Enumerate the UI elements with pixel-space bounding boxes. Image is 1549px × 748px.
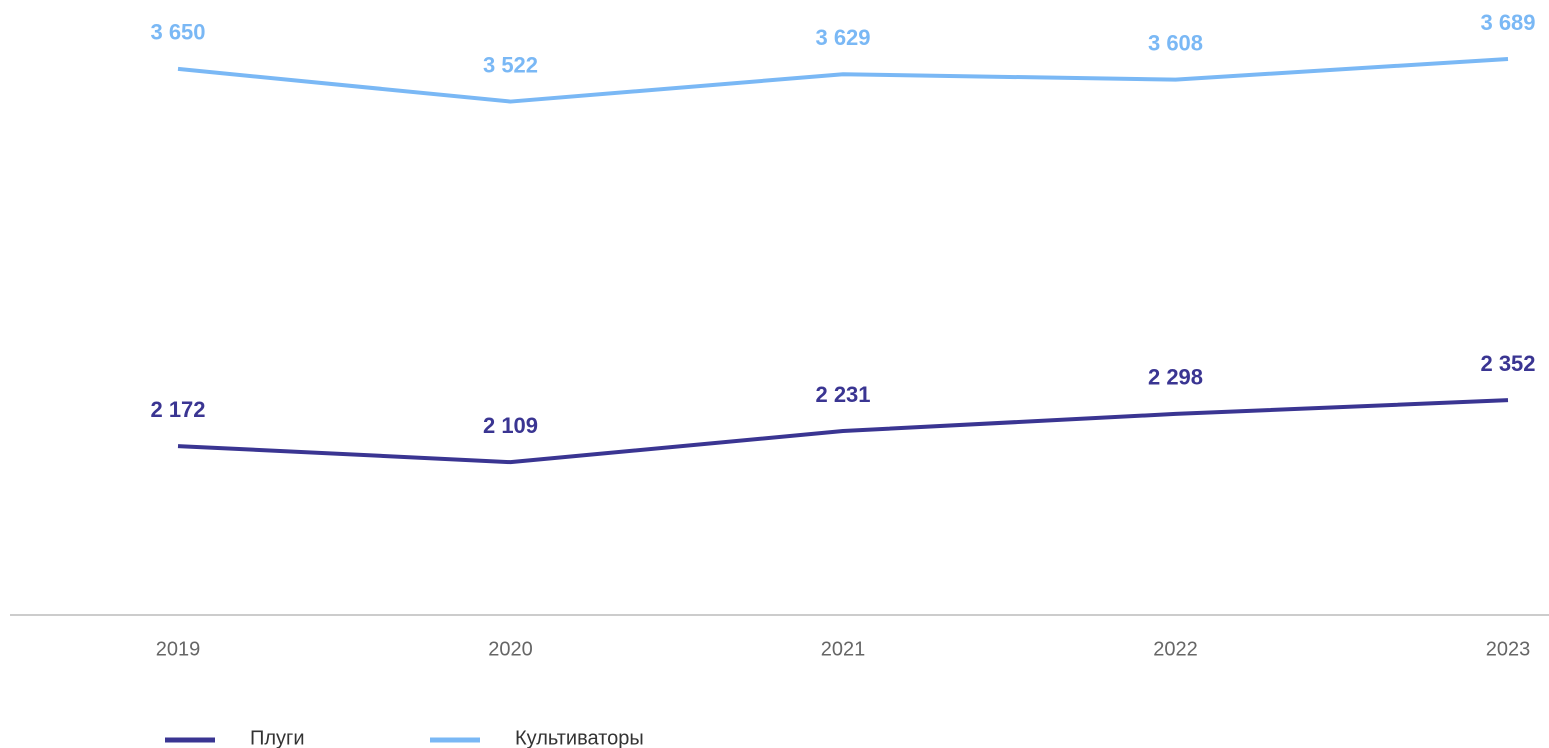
- value-label: 3 629: [815, 25, 870, 50]
- value-label: 2 352: [1480, 351, 1535, 376]
- x-tick-label: 2023: [1486, 638, 1531, 660]
- value-label: 2 231: [815, 382, 870, 407]
- value-label: 2 109: [483, 413, 538, 438]
- value-label: 3 608: [1148, 30, 1203, 55]
- legend-label: Плуги: [250, 727, 305, 748]
- value-label: 3 689: [1480, 10, 1535, 35]
- value-label: 2 172: [150, 397, 205, 422]
- x-tick-label: 2019: [156, 638, 201, 660]
- line: [177, 398, 1509, 465]
- line: [177, 56, 1509, 104]
- legend-label: Культиваторы: [515, 727, 644, 748]
- value-label: 3 522: [483, 52, 538, 77]
- value-label: 2 298: [1148, 365, 1203, 390]
- x-tick-label: 2021: [821, 638, 866, 660]
- x-tick-label: 2022: [1153, 638, 1198, 660]
- value-label: 3 650: [150, 20, 205, 45]
- x-tick-label: 2020: [488, 638, 533, 660]
